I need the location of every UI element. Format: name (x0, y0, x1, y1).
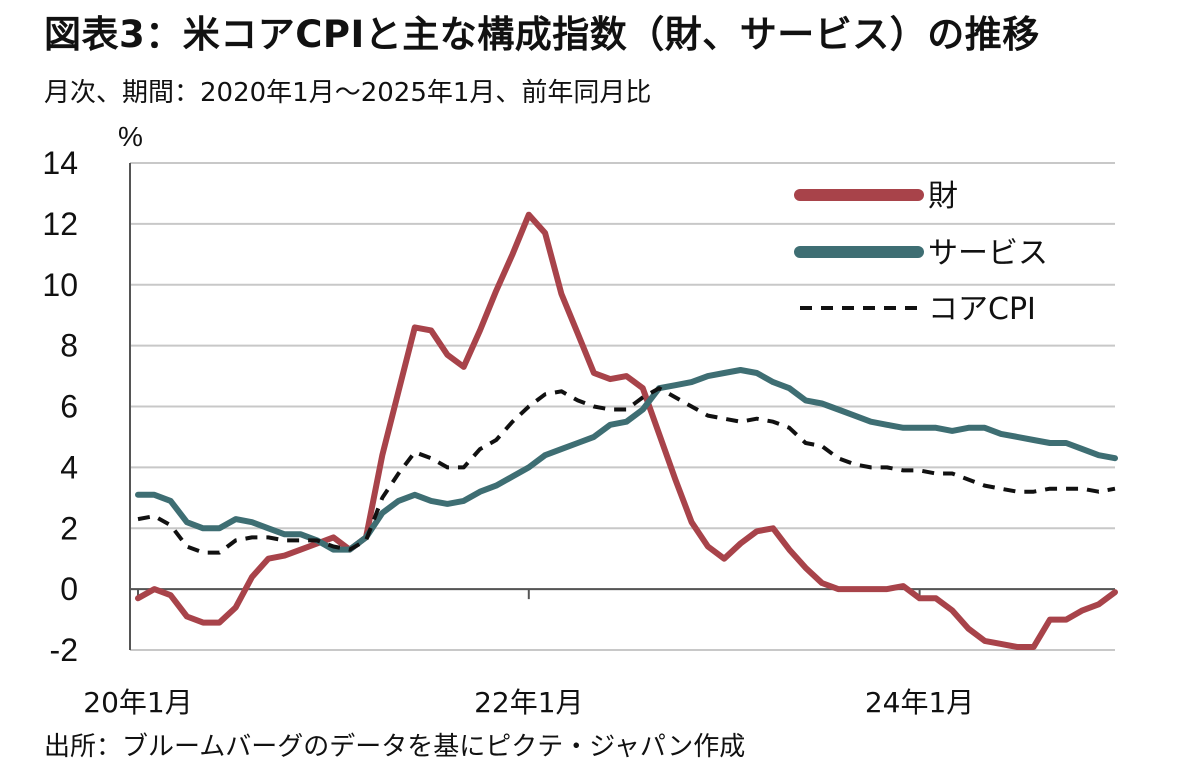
y-tick-label: -2 (50, 632, 78, 668)
y-tick-label: 10 (42, 267, 78, 303)
y-axis-unit: % (118, 121, 143, 152)
chart-title: 図表3：米コアCPIと主な構成指数（財、サービス）の推移 (44, 13, 1040, 56)
y-tick-label: 0 (60, 571, 78, 607)
y-tick-label: 14 (42, 145, 78, 181)
chart-subtitle: 月次、期間：2020年1月～2025年1月、前年同月比 (44, 78, 652, 108)
y-axis: 14 12 10 8 6 4 2 0 -2 (42, 145, 131, 668)
x-tick-label: 20年1月 (83, 686, 192, 719)
y-tick-label: 8 (60, 328, 78, 364)
y-tick-label: 6 (60, 389, 78, 425)
series-line-core (137, 386, 1116, 555)
x-tick-label: 24年1月 (865, 686, 974, 719)
series-lines (135, 211, 1118, 650)
legend-label-goods: 財 (928, 179, 958, 214)
series-line-services (135, 367, 1118, 553)
x-tick-label: 22年1月 (474, 686, 583, 719)
series-line-goods (135, 211, 1118, 650)
y-tick-label: 4 (60, 449, 78, 485)
legend-label-services: サービス (928, 236, 1048, 271)
y-tick-label: 12 (42, 206, 78, 242)
y-tick-label: 2 (60, 510, 78, 546)
x-axis: 20年1月 22年1月 24年1月 (83, 588, 1115, 719)
legend-label-core: コアCPI (928, 292, 1036, 327)
source-note: 出所：ブルームバーグのデータを基にピクテ・ジャパン作成 (44, 732, 746, 762)
